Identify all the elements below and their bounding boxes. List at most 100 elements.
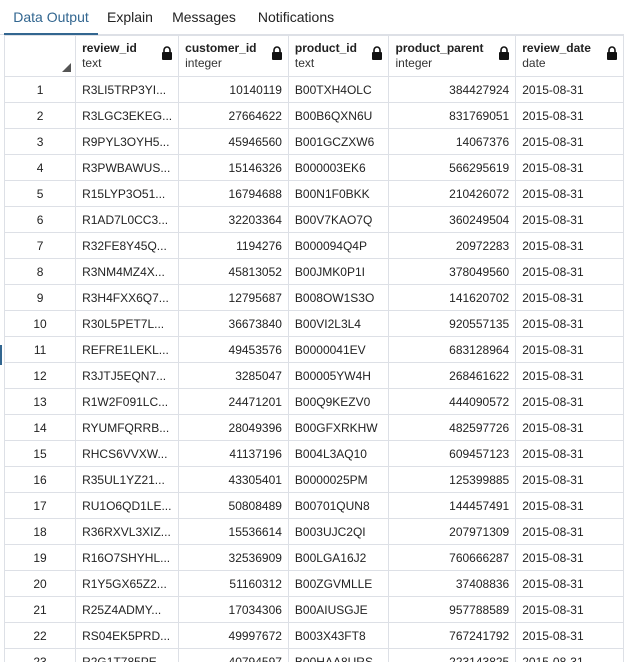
cell-customer-id[interactable]: 28049396 <box>178 414 289 441</box>
cell-customer-id[interactable]: 51160312 <box>178 570 289 597</box>
cell-product-parent[interactable]: 378049560 <box>388 258 517 285</box>
table-row[interactable]: 23 R2G1T785PE... 40794597 B00HAA8URS 2231438… <box>4 648 624 662</box>
cell-review-id[interactable]: R32FE8Y45Q... <box>75 232 180 259</box>
table-row[interactable]: 4 R3PWBAWUS... 15146326 B000003EK6 566295619… <box>4 154 624 181</box>
cell-customer-id[interactable]: 12795687 <box>178 284 289 311</box>
row-number-cell[interactable]: 4 <box>4 154 77 181</box>
tab-notifications[interactable]: Notifications <box>248 0 344 34</box>
column-header-product-id[interactable]: product_id text <box>288 35 390 77</box>
cell-review-id[interactable]: R3LI5TRP3YI... <box>75 76 180 103</box>
cell-product-parent[interactable]: 268461622 <box>388 362 517 389</box>
cell-customer-id[interactable]: 32203364 <box>178 206 289 233</box>
table-row[interactable]: 5 R15LYP3O51... 16794688 B00N1F0BKK 21042607… <box>4 180 624 207</box>
row-number-cell[interactable]: 12 <box>4 362 77 389</box>
row-number-cell[interactable]: 11 <box>4 336 77 363</box>
cell-review-date[interactable]: 2015-08-31 <box>515 76 624 103</box>
cell-product-parent[interactable]: 920557135 <box>388 310 517 337</box>
cell-customer-id[interactable]: 15146326 <box>178 154 289 181</box>
table-row[interactable]: 12 R3JTJ5EQN7... 3285047 B00005YW4H 26846162… <box>4 362 624 389</box>
row-number-cell[interactable]: 7 <box>4 232 77 259</box>
tab-messages[interactable]: Messages <box>164 0 244 34</box>
table-row[interactable]: 14 RYUMFQRRB... 28049396 B00GFXRKHW 48259772… <box>4 414 624 441</box>
row-number-cell[interactable]: 3 <box>4 128 77 155</box>
cell-review-date[interactable]: 2015-08-31 <box>515 310 624 337</box>
cell-review-id[interactable]: REFRE1LEKL... <box>75 336 180 363</box>
cell-product-id[interactable]: B000003EK6 <box>288 154 390 181</box>
row-number-cell[interactable]: 20 <box>4 570 77 597</box>
cell-product-id[interactable]: B00ZGVMLLE <box>288 570 390 597</box>
cell-customer-id[interactable]: 15536614 <box>178 518 289 545</box>
select-all-corner[interactable] <box>4 35 77 77</box>
row-number-cell[interactable]: 23 <box>4 648 77 662</box>
cell-product-parent[interactable]: 207971309 <box>388 518 517 545</box>
cell-product-id[interactable]: B004L3AQ10 <box>288 440 390 467</box>
cell-product-parent[interactable]: 831769051 <box>388 102 517 129</box>
cell-customer-id[interactable]: 16794688 <box>178 180 289 207</box>
cell-customer-id[interactable]: 45813052 <box>178 258 289 285</box>
cell-review-id[interactable]: R35UL1YZ21... <box>75 466 180 493</box>
row-number-cell[interactable]: 6 <box>4 206 77 233</box>
cell-review-date[interactable]: 2015-08-31 <box>515 648 624 662</box>
table-row[interactable]: 15 RHCS6VVXW... 41137196 B004L3AQ10 60945712… <box>4 440 624 467</box>
row-number-cell[interactable]: 15 <box>4 440 77 467</box>
cell-product-id[interactable]: B00LGA16J2 <box>288 544 390 571</box>
cell-customer-id[interactable]: 24471201 <box>178 388 289 415</box>
cell-product-id[interactable]: B00V7KAO7Q <box>288 206 390 233</box>
cell-customer-id[interactable]: 41137196 <box>178 440 289 467</box>
cell-customer-id[interactable]: 1194276 <box>178 232 289 259</box>
table-row[interactable]: 7 R32FE8Y45Q... 1194276 B000094Q4P 20972283 2… <box>4 232 624 259</box>
cell-product-parent[interactable]: 20972283 <box>388 232 517 259</box>
cell-review-date[interactable]: 2015-08-31 <box>515 206 624 233</box>
row-number-cell[interactable]: 17 <box>4 492 77 519</box>
row-number-cell[interactable]: 18 <box>4 518 77 545</box>
cell-customer-id[interactable]: 49997672 <box>178 622 289 649</box>
cell-review-date[interactable]: 2015-08-31 <box>515 336 624 363</box>
row-number-cell[interactable]: 22 <box>4 622 77 649</box>
row-number-cell[interactable]: 19 <box>4 544 77 571</box>
cell-product-parent[interactable]: 957788589 <box>388 596 517 623</box>
cell-review-date[interactable]: 2015-08-31 <box>515 414 624 441</box>
cell-product-id[interactable]: B00VI2L3L4 <box>288 310 390 337</box>
cell-review-date[interactable]: 2015-08-31 <box>515 544 624 571</box>
cell-review-id[interactable]: R9PYL3OYH5... <box>75 128 180 155</box>
cell-product-parent[interactable]: 760666287 <box>388 544 517 571</box>
table-row[interactable]: 2 R3LGC3EKEG... 27664622 B00B6QXN6U 83176905… <box>4 102 624 129</box>
cell-review-id[interactable]: R3PWBAWUS... <box>75 154 180 181</box>
cell-product-parent[interactable]: 14067376 <box>388 128 517 155</box>
cell-review-id[interactable]: R25Z4ADMY... <box>75 596 180 623</box>
cell-review-date[interactable]: 2015-08-31 <box>515 232 624 259</box>
cell-product-parent[interactable]: 141620702 <box>388 284 517 311</box>
cell-product-id[interactable]: B00701QUN8 <box>288 492 390 519</box>
cell-product-parent[interactable]: 482597726 <box>388 414 517 441</box>
cell-review-id[interactable]: R1Y5GX65Z2... <box>75 570 180 597</box>
table-row[interactable]: 3 R9PYL3OYH5... 45946560 B001GCZXW6 14067376… <box>4 128 624 155</box>
table-row[interactable]: 20 R1Y5GX65Z2... 51160312 B00ZGVMLLE 3740883… <box>4 570 624 597</box>
cell-review-id[interactable]: RS04EK5PRD... <box>75 622 180 649</box>
cell-product-id[interactable]: B00Q9KEZV0 <box>288 388 390 415</box>
cell-customer-id[interactable]: 17034306 <box>178 596 289 623</box>
row-number-cell[interactable]: 2 <box>4 102 77 129</box>
cell-product-id[interactable]: B0000041EV <box>288 336 390 363</box>
cell-product-parent[interactable]: 125399885 <box>388 466 517 493</box>
tab-explain[interactable]: Explain <box>100 0 160 34</box>
cell-customer-id[interactable]: 27664622 <box>178 102 289 129</box>
cell-review-date[interactable]: 2015-08-31 <box>515 388 624 415</box>
cell-review-id[interactable]: R3NM4MZ4X... <box>75 258 180 285</box>
cell-review-id[interactable]: R3JTJ5EQN7... <box>75 362 180 389</box>
column-header-customer-id[interactable]: customer_id integer <box>178 35 289 77</box>
cell-product-id[interactable]: B0000025PM <box>288 466 390 493</box>
cell-product-parent[interactable]: 767241792 <box>388 622 517 649</box>
cell-review-id[interactable]: R1W2F091LC... <box>75 388 180 415</box>
cell-review-id[interactable]: R3H4FXX6Q7... <box>75 284 180 311</box>
cell-review-date[interactable]: 2015-08-31 <box>515 466 624 493</box>
cell-customer-id[interactable]: 10140119 <box>178 76 289 103</box>
cell-review-date[interactable]: 2015-08-31 <box>515 128 624 155</box>
cell-product-id[interactable]: B003UJC2QI <box>288 518 390 545</box>
cell-review-date[interactable]: 2015-08-31 <box>515 492 624 519</box>
cell-review-id[interactable]: R15LYP3O51... <box>75 180 180 207</box>
cell-review-id[interactable]: R30L5PET7L... <box>75 310 180 337</box>
cell-review-date[interactable]: 2015-08-31 <box>515 440 624 467</box>
row-number-cell[interactable]: 13 <box>4 388 77 415</box>
table-row[interactable]: 8 R3NM4MZ4X... 45813052 B00JMK0P1I 378049560… <box>4 258 624 285</box>
cell-product-id[interactable]: B00005YW4H <box>288 362 390 389</box>
